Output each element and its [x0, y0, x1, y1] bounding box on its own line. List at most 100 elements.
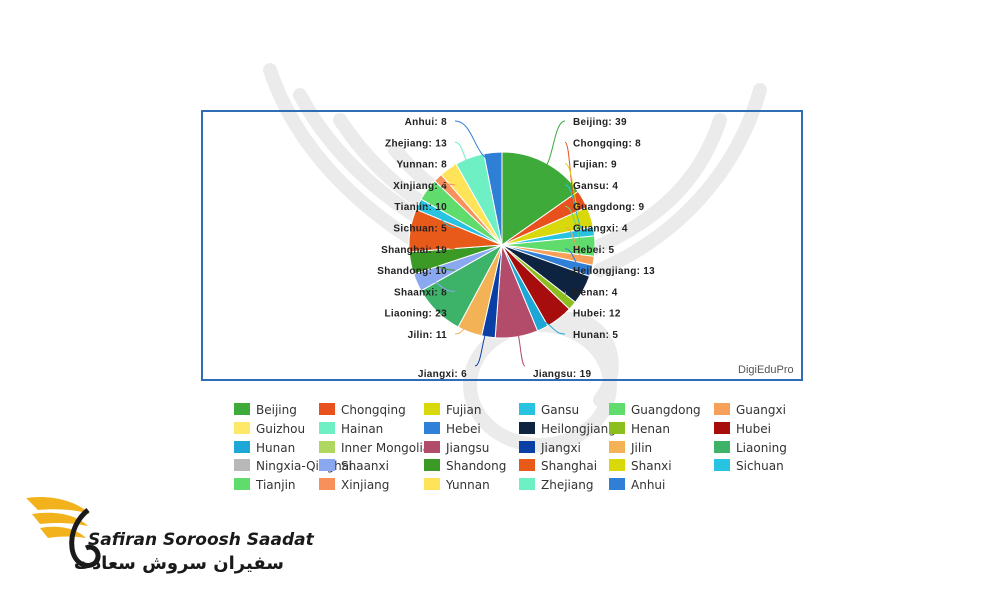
data-label-zhejiang: Zhejiang: 13	[385, 138, 447, 149]
legend-item-sichuan[interactable]: Sichuan	[714, 458, 784, 475]
connector-line	[454, 120, 494, 161]
connector-line	[515, 328, 526, 367]
legend-swatch	[234, 421, 250, 434]
legend-label: Liaoning	[736, 440, 787, 455]
legend-item-hunan[interactable]: Hunan	[234, 440, 295, 457]
connector-line	[564, 227, 586, 261]
legend-swatch	[319, 440, 335, 453]
legend-swatch	[424, 421, 440, 434]
legend-label: Guangxi	[736, 403, 786, 417]
legend-swatch	[609, 421, 625, 434]
legend-swatch	[319, 478, 335, 491]
data-label-henan: Henan: 4	[573, 287, 618, 298]
data-label-heilongjiang: Heilongjiang: 13	[573, 266, 655, 277]
legend-item-xinjiang[interactable]: Xinjiang	[319, 477, 389, 494]
legend-swatch	[319, 421, 335, 434]
legend-swatch	[519, 440, 535, 453]
data-label-xinjiang: Xinjiang: 4	[393, 181, 447, 192]
connector-line	[433, 193, 456, 207]
data-label-yunnan: Yunnan: 8	[397, 160, 448, 171]
legend-label: Guizhou	[256, 421, 306, 436]
legend-item-hubei[interactable]: Hubei	[714, 421, 771, 438]
data-label-shaanxi: Shaanxi: 8	[394, 287, 447, 298]
legend-item-shanxi[interactable]: Shanxi	[609, 458, 672, 475]
legend-label: Hubei	[736, 421, 771, 436]
legend-item-tianjin[interactable]: Tianjin	[234, 477, 296, 494]
legend-item-anhui[interactable]: Anhui	[609, 477, 665, 494]
connector-line	[452, 163, 456, 177]
legend-label: Hebei	[446, 421, 481, 436]
legend-label: Sichuan	[736, 459, 784, 474]
connector-line	[564, 290, 567, 302]
data-label-chongqing: Chongqing: 8	[573, 138, 641, 149]
legend-label: Shanxi	[631, 459, 672, 474]
legend-swatch	[714, 421, 730, 434]
company-logo	[26, 496, 101, 568]
legend-swatch	[519, 403, 535, 415]
legend-swatch	[714, 403, 730, 415]
connector-line	[564, 205, 588, 247]
wing-emblem-icon	[26, 496, 101, 568]
legend-swatch	[609, 403, 625, 415]
legend-item-hainan[interactable]: Hainan	[319, 421, 383, 438]
legend-label: Chongqing	[341, 403, 406, 417]
legend-swatch	[609, 440, 625, 453]
legend-item-jiangsu[interactable]: Jiangsu	[424, 440, 489, 457]
legend-item-fujian[interactable]: Fujian	[424, 402, 481, 419]
pie-slice-anhui	[483, 151, 503, 246]
data-label-hunan: Hunan: 5	[573, 330, 618, 341]
connector-line	[443, 182, 456, 186]
connector-line	[418, 230, 456, 250]
legend-swatch	[234, 440, 250, 453]
legend-item-chongqing[interactable]: Chongqing	[319, 402, 406, 419]
legend-item-jiangxi[interactable]: Jiangxi	[519, 440, 581, 457]
legend-label: Fujian	[446, 403, 482, 417]
legend-label: Shanghai	[541, 459, 598, 474]
legend-swatch	[234, 403, 250, 415]
legend-item-shanghai[interactable]: Shanghai	[519, 458, 597, 475]
data-label-gansu: Gansu: 4	[573, 181, 618, 192]
legend-item-gansu[interactable]: Gansu	[519, 402, 579, 419]
legend-item-jilin[interactable]: Jilin	[609, 440, 652, 457]
legend-label: Hainan	[341, 421, 384, 436]
data-label-jilin: Jilin: 11	[408, 330, 448, 341]
legend-label: Jilin	[631, 440, 653, 455]
connector-line	[424, 278, 456, 292]
legend-label: Anhui	[631, 478, 666, 493]
connector-line	[564, 248, 584, 270]
legend-item-heilongjiang[interactable]: Heilongjiang	[519, 421, 616, 438]
legend-item-yunnan[interactable]: Yunnan	[424, 477, 490, 494]
legend-item-hebei[interactable]: Hebei	[424, 421, 481, 438]
legend-item-guangxi[interactable]: Guangxi	[714, 402, 786, 419]
legend-label: Hunan	[256, 440, 296, 455]
legend-label: Shaanxi	[341, 459, 389, 474]
legend-item-zhejiang[interactable]: Zhejiang	[519, 477, 593, 494]
connector-line	[454, 324, 473, 335]
legend-item-guizhou[interactable]: Guizhou	[234, 421, 305, 438]
connector-line	[564, 269, 577, 287]
legend-item-liaoning[interactable]: Liaoning	[714, 440, 787, 457]
legend-item-beijing[interactable]: Beijing	[234, 402, 297, 419]
legend-item-guangdong[interactable]: Guangdong	[609, 402, 701, 419]
legend-swatch	[714, 440, 730, 453]
connector-line	[474, 328, 490, 367]
legend-swatch	[234, 478, 250, 491]
legend-item-shandong[interactable]: Shandong	[424, 458, 506, 475]
legend-label: Beijing	[256, 403, 297, 417]
legend-item-inner-mongolia[interactable]: Inner Mongolia	[319, 440, 430, 457]
data-label-sichuan: Sichuan: 5	[393, 224, 447, 235]
data-label-liaoning: Liaoning: 23	[385, 309, 448, 320]
legend-swatch	[609, 459, 625, 472]
legend-swatch	[519, 421, 535, 434]
data-label-hebei: Hebei: 5	[573, 245, 614, 256]
legend-swatch	[424, 459, 440, 472]
legend-swatch	[424, 478, 440, 491]
data-label-tianjin: Tianjin: 10	[394, 202, 447, 213]
legend-item-shaanxi[interactable]: Shaanxi	[319, 458, 389, 475]
connector-line	[554, 311, 566, 314]
legend-label: Shandong	[446, 459, 507, 474]
legend-item-henan[interactable]: Henan	[609, 421, 670, 438]
data-label-guangdong: Guangdong: 9	[573, 202, 645, 213]
legend-label: Jiangsu	[446, 440, 490, 455]
